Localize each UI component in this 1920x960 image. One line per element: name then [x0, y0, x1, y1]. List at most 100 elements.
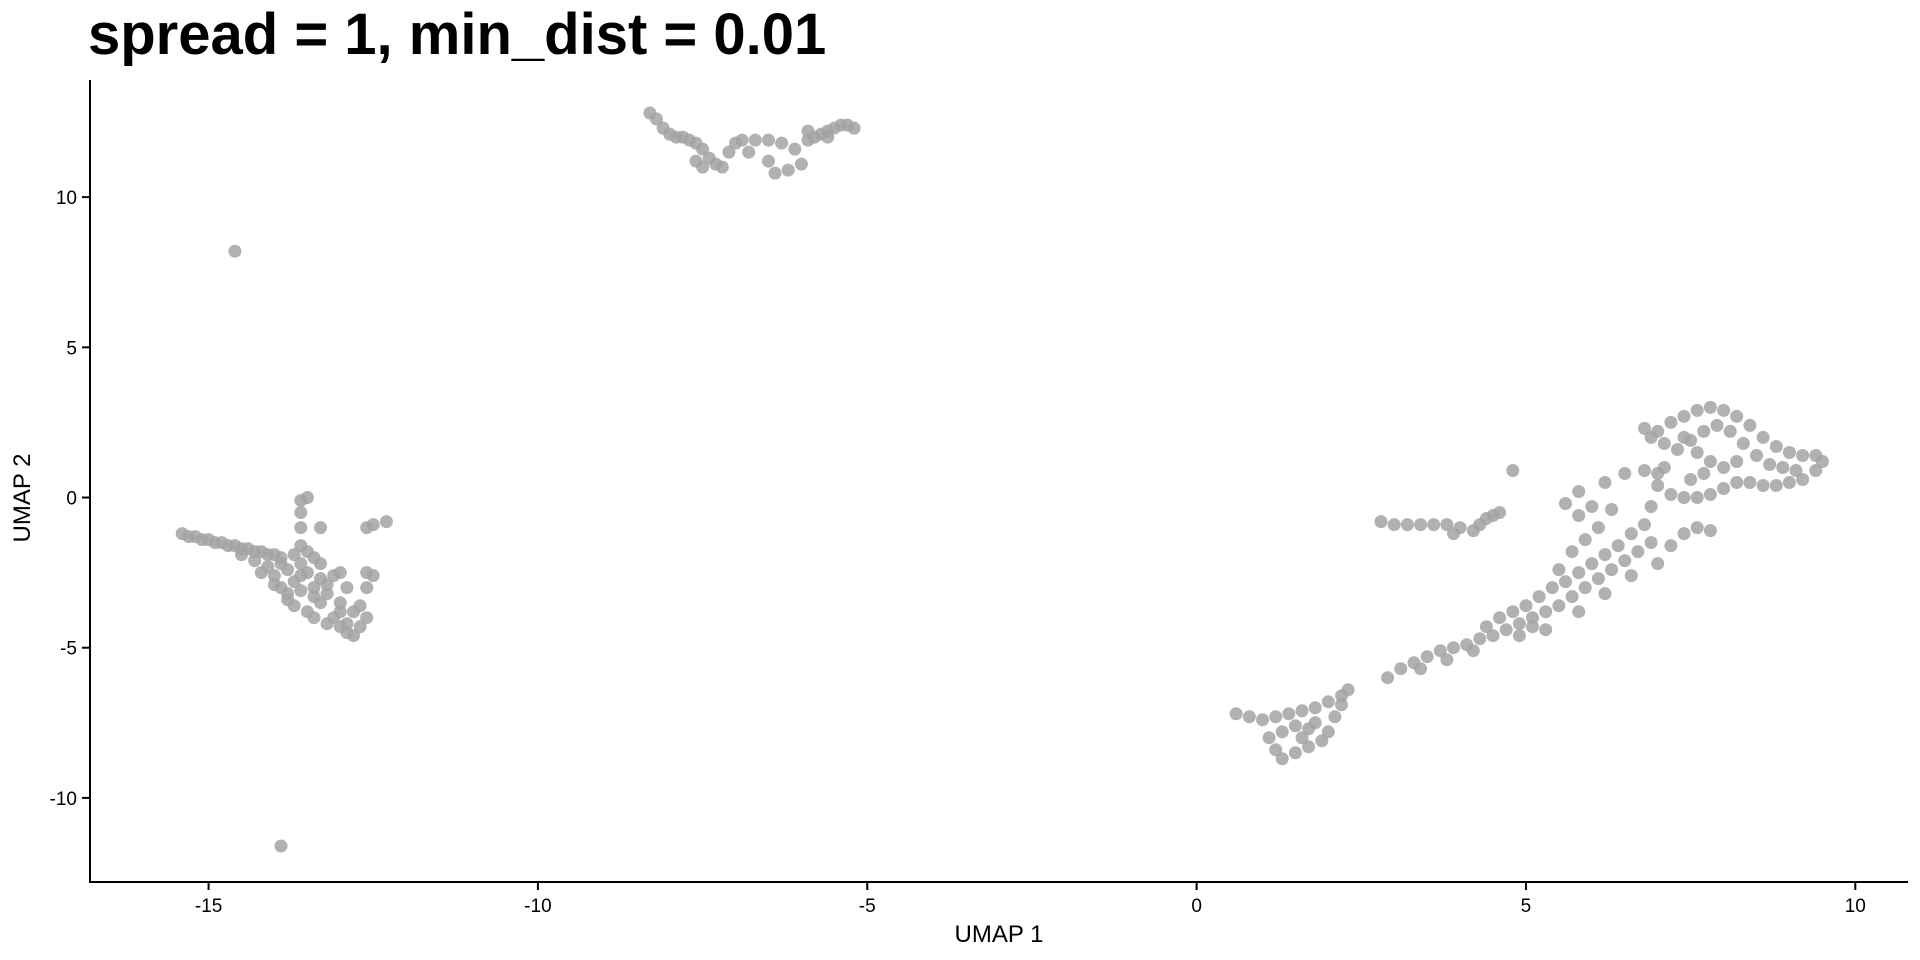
data-point [235, 548, 248, 562]
data-point [1638, 518, 1651, 532]
data-point [1328, 710, 1342, 724]
data-point [1572, 605, 1586, 619]
data-point [1769, 479, 1783, 492]
data-point [1697, 424, 1711, 438]
data-point [1644, 536, 1658, 550]
data-point [1697, 467, 1711, 480]
data-point [696, 142, 710, 156]
data-point [1756, 479, 1770, 492]
data-point [1756, 430, 1770, 444]
data-point [1275, 725, 1289, 739]
data-point [742, 145, 756, 159]
points-layer [175, 106, 1829, 853]
data-point [689, 154, 703, 168]
data-point [1591, 572, 1605, 586]
data-point [1638, 421, 1651, 435]
data-point [1565, 545, 1579, 559]
data-point [1341, 683, 1355, 697]
data-point [1466, 644, 1480, 658]
data-point [1269, 743, 1283, 757]
data-point [1651, 557, 1665, 571]
data-point [1782, 446, 1796, 459]
data-point [775, 136, 789, 150]
data-point [1763, 458, 1777, 471]
data-point [1598, 476, 1612, 489]
data-point [801, 124, 815, 138]
data-point [1776, 461, 1790, 474]
data-point [1723, 424, 1737, 438]
data-point [1269, 710, 1283, 724]
data-point [1282, 707, 1296, 721]
data-point [762, 154, 775, 168]
data-point [1743, 476, 1757, 489]
data-point [1526, 611, 1539, 625]
data-point [1447, 527, 1460, 541]
data-point [1690, 491, 1704, 504]
chart-title: spread = 1, min_dist = 0.01 [88, 2, 826, 67]
data-point [333, 605, 347, 619]
data-point [340, 581, 354, 595]
data-point [1394, 662, 1408, 676]
data-point [762, 133, 775, 147]
x-tick-label: -5 [859, 896, 876, 917]
data-point [1703, 455, 1717, 468]
data-point [1321, 695, 1335, 709]
data-point [1730, 455, 1744, 468]
data-point [314, 521, 327, 535]
data-point [300, 491, 314, 504]
data-point [1703, 488, 1717, 501]
data-point [320, 587, 334, 601]
data-point [715, 160, 729, 174]
data-point [353, 620, 367, 634]
data-point [1420, 650, 1434, 664]
data-point [1598, 548, 1612, 562]
data-point [1809, 464, 1823, 477]
data-point [788, 142, 802, 156]
data-point [1703, 400, 1717, 414]
data-point [1717, 461, 1731, 474]
data-point [294, 569, 308, 583]
x-tick-label: 10 [1845, 896, 1866, 917]
data-point [1598, 587, 1612, 601]
data-point [1717, 403, 1731, 417]
data-point [294, 521, 308, 535]
data-point [1519, 599, 1533, 613]
data-point [1262, 731, 1276, 745]
data-point [267, 578, 281, 592]
data-point [353, 599, 367, 613]
data-point [1585, 557, 1599, 571]
y-tick-label: -5 [60, 639, 77, 660]
data-point [1552, 563, 1566, 577]
data-point [1545, 581, 1559, 595]
data-point [1572, 566, 1586, 580]
x-axis-ticks: -15 -10 -5 0 5 10 [195, 882, 1866, 917]
data-point [650, 112, 663, 126]
x-tick-label: -10 [524, 896, 551, 917]
data-point [1743, 418, 1757, 432]
data-point [1572, 509, 1586, 522]
data-point [320, 578, 334, 592]
data-point [287, 599, 301, 613]
data-point [294, 584, 308, 598]
data-point [1552, 599, 1566, 613]
data-point [1275, 752, 1289, 766]
data-point [1302, 740, 1316, 754]
data-point [1585, 500, 1599, 513]
data-point [1618, 467, 1632, 480]
data-point [1782, 476, 1796, 489]
data-point [1631, 545, 1645, 559]
data-point [1256, 713, 1269, 727]
data-point [1532, 590, 1546, 604]
data-point [1644, 500, 1658, 513]
data-point [1578, 581, 1592, 595]
data-point [1664, 488, 1678, 501]
data-point [1473, 632, 1487, 646]
data-point [1506, 464, 1520, 477]
data-point [1400, 518, 1414, 532]
y-tick-label: 10 [56, 188, 77, 209]
data-point [281, 587, 295, 601]
y-axis-label: UMAP 2 [9, 454, 36, 543]
data-point [1493, 506, 1507, 519]
data-point [360, 581, 374, 595]
